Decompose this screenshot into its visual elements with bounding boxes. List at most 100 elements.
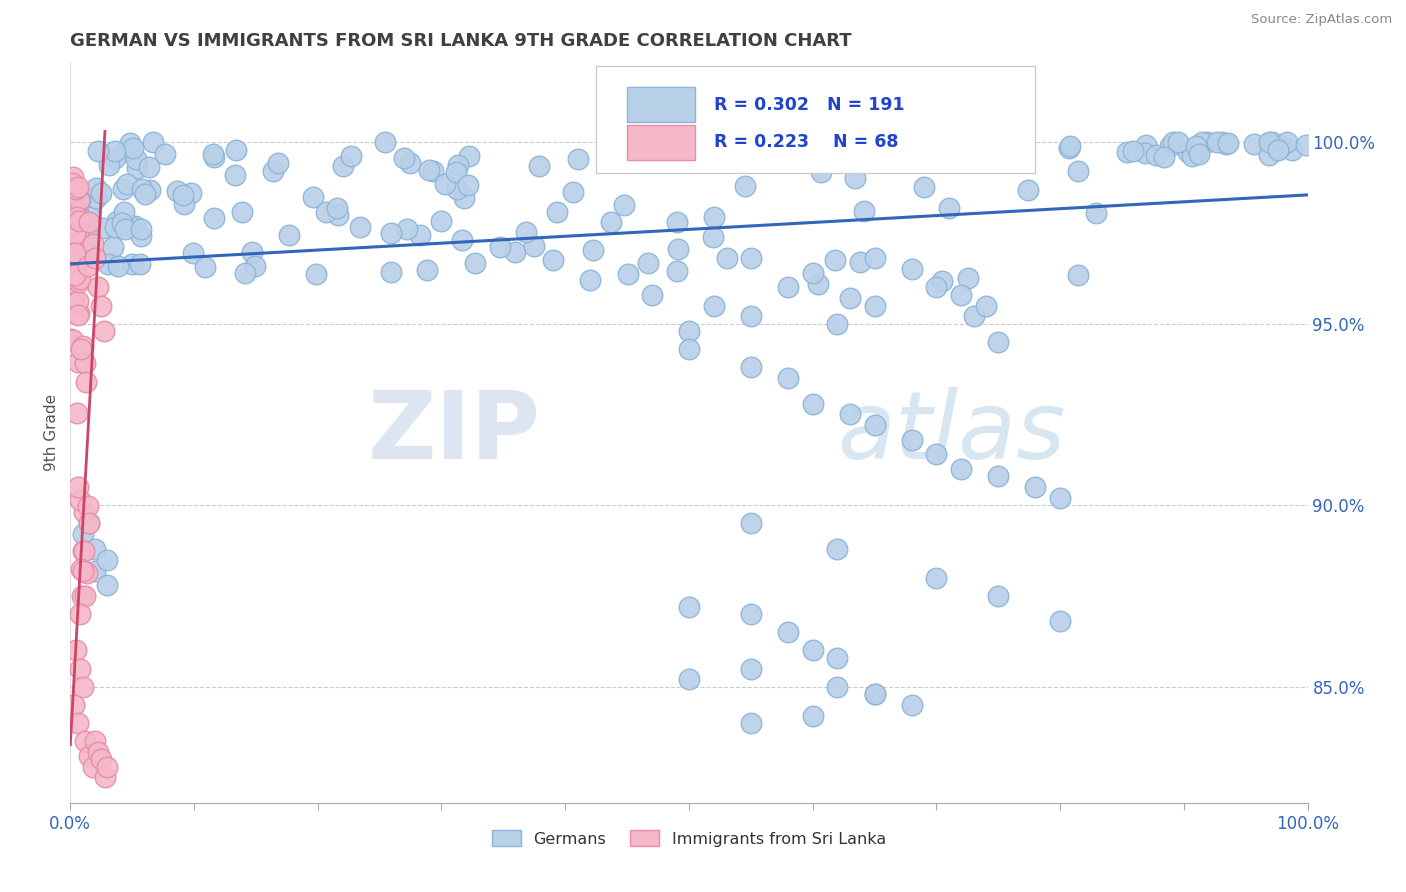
Immigrants from Sri Lanka: [84, 734, 107, 748]
Germans: [1281, 143, 1303, 157]
Germans: [1066, 268, 1088, 283]
Germans: [827, 317, 849, 331]
Germans: [60, 222, 83, 236]
Germans: [1067, 164, 1090, 178]
Germans: [974, 299, 997, 313]
Immigrants from Sri Lanka: [90, 299, 112, 313]
Germans: [1270, 139, 1292, 153]
Germans: [457, 149, 479, 163]
Germans: [450, 233, 472, 247]
Germans: [1115, 145, 1137, 159]
Germans: [129, 256, 152, 270]
Germans: [863, 687, 886, 701]
Germans: [429, 214, 451, 228]
Germans: [111, 216, 134, 230]
Germans: [957, 271, 980, 285]
Immigrants from Sri Lanka: [67, 275, 90, 289]
Germans: [457, 178, 479, 193]
Germans: [453, 191, 475, 205]
Germans: [105, 214, 128, 228]
Germans: [1153, 150, 1175, 164]
Immigrants from Sri Lanka: [65, 247, 87, 261]
Germans: [418, 163, 440, 178]
Germans: [84, 564, 107, 578]
Germans: [801, 266, 824, 280]
Germans: [166, 184, 188, 198]
FancyBboxPatch shape: [596, 66, 1035, 173]
Germans: [827, 541, 849, 556]
Immigrants from Sri Lanka: [72, 339, 94, 353]
Immigrants from Sri Lanka: [69, 661, 91, 675]
Immigrants from Sri Lanka: [67, 306, 90, 320]
Germans: [950, 287, 973, 301]
Immigrants from Sri Lanka: [69, 607, 91, 621]
Germans: [224, 168, 246, 182]
Germans: [863, 418, 886, 433]
Germans: [332, 159, 354, 173]
Germans: [142, 136, 165, 150]
Germans: [665, 264, 688, 278]
Immigrants from Sri Lanka: [94, 771, 117, 785]
Germans: [810, 165, 832, 179]
Immigrants from Sri Lanka: [67, 293, 90, 308]
Germans: [863, 299, 886, 313]
Germans: [1216, 136, 1239, 150]
Germans: [243, 259, 266, 273]
Germans: [546, 205, 568, 219]
Germans: [678, 342, 700, 356]
Immigrants from Sri Lanka: [72, 544, 94, 558]
Immigrants from Sri Lanka: [93, 324, 115, 338]
Germans: [613, 198, 636, 212]
Legend: Germans, Immigrants from Sri Lanka: Germans, Immigrants from Sri Lanka: [492, 830, 886, 847]
Germans: [541, 253, 564, 268]
Germans: [523, 239, 546, 253]
Germans: [801, 396, 824, 410]
Text: atlas: atlas: [838, 387, 1066, 478]
Germans: [127, 161, 149, 175]
Germans: [118, 218, 141, 232]
Germans: [987, 469, 1010, 483]
Germans: [97, 158, 120, 172]
Germans: [1195, 136, 1218, 150]
Germans: [740, 607, 762, 621]
Germans: [776, 625, 799, 640]
Immigrants from Sri Lanka: [66, 235, 89, 250]
Immigrants from Sri Lanka: [66, 406, 89, 420]
Germans: [77, 516, 100, 531]
Immigrants from Sri Lanka: [66, 307, 89, 321]
Immigrants from Sri Lanka: [63, 268, 86, 282]
Text: R = 0.302   N = 191: R = 0.302 N = 191: [714, 95, 904, 113]
Germans: [740, 360, 762, 375]
Germans: [84, 541, 107, 556]
Germans: [86, 181, 108, 195]
Immigrants from Sri Lanka: [75, 356, 97, 370]
Immigrants from Sri Lanka: [70, 589, 93, 603]
Germans: [1017, 183, 1039, 197]
Immigrants from Sri Lanka: [66, 254, 89, 268]
Germans: [489, 240, 512, 254]
Germans: [326, 208, 349, 222]
Text: GERMAN VS IMMIGRANTS FROM SRI LANKA 9TH GRADE CORRELATION CHART: GERMAN VS IMMIGRANTS FROM SRI LANKA 9TH …: [70, 32, 852, 50]
Immigrants from Sri Lanka: [86, 280, 108, 294]
Germans: [1135, 138, 1157, 153]
Germans: [301, 189, 323, 203]
Germans: [63, 227, 86, 241]
Germans: [638, 154, 661, 169]
Germans: [863, 252, 886, 266]
Germans: [740, 715, 762, 730]
Germans: [444, 165, 467, 179]
Germans: [987, 334, 1010, 349]
Germans: [125, 152, 148, 166]
Germans: [325, 201, 347, 215]
Immigrants from Sri Lanka: [86, 745, 108, 759]
Germans: [181, 245, 204, 260]
Germans: [194, 260, 217, 274]
Germans: [678, 673, 700, 687]
Germans: [849, 254, 872, 268]
Immigrants from Sri Lanka: [90, 752, 112, 766]
Germans: [1243, 136, 1265, 151]
Immigrants from Sri Lanka: [72, 564, 94, 578]
Germans: [464, 256, 486, 270]
Immigrants from Sri Lanka: [75, 734, 97, 748]
Germans: [115, 177, 138, 191]
